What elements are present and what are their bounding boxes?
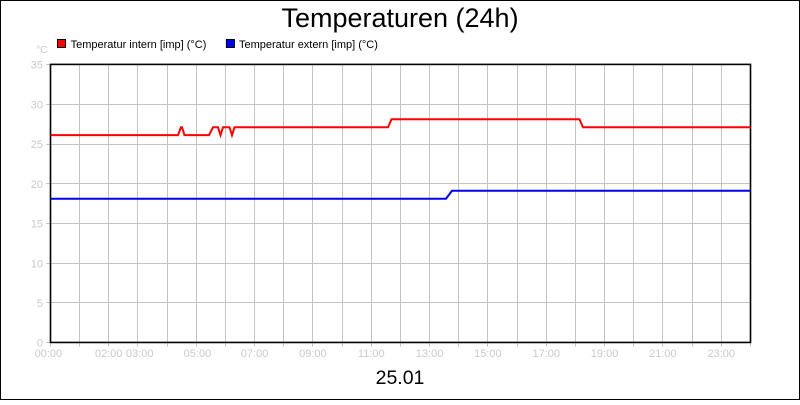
svg-text:17:00: 17:00 [532,348,560,360]
svg-text:Temperatur extern [imp] (°C): Temperatur extern [imp] (°C) [239,39,378,51]
svg-text:Temperatur intern [imp] (°C): Temperatur intern [imp] (°C) [71,39,207,51]
svg-text:21:00: 21:00 [649,348,677,360]
svg-text:23:00: 23:00 [707,348,735,360]
svg-text:°C: °C [36,45,47,56]
svg-text:02:00: 02:00 [95,348,123,360]
svg-text:03:00: 03:00 [126,348,154,360]
svg-text:13:00: 13:00 [416,348,444,360]
svg-text:15:00: 15:00 [474,348,502,360]
svg-text:11:00: 11:00 [358,348,385,360]
svg-text:15: 15 [31,219,43,231]
svg-text:25.01: 25.01 [376,367,425,389]
svg-text:35: 35 [31,60,43,72]
svg-text:05:00: 05:00 [184,348,212,360]
svg-text:30: 30 [31,99,43,111]
svg-text:25: 25 [31,139,43,151]
svg-text:0: 0 [37,338,43,350]
svg-text:20: 20 [31,179,43,191]
svg-text:10: 10 [31,258,43,270]
svg-text:07:00: 07:00 [241,348,269,360]
svg-text:09:00: 09:00 [299,348,327,360]
svg-text:19:00: 19:00 [591,348,619,360]
svg-text:Temperaturen (24h): Temperaturen (24h) [281,3,518,33]
svg-text:5: 5 [37,298,43,310]
svg-text:00:00: 00:00 [35,348,63,360]
